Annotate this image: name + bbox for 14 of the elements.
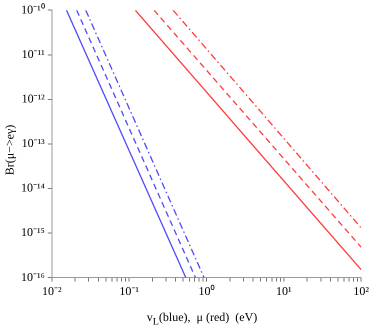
x-tick-label: 10⁻¹ xyxy=(119,284,140,298)
y-tick-label: 10⁻¹⁰ xyxy=(21,2,45,16)
x-tick-label: 10⁻² xyxy=(42,284,62,298)
y-tick-label: 10⁻¹³ xyxy=(22,136,46,150)
y-tick-label: 10⁻¹⁶ xyxy=(21,270,45,284)
x-tick-label: 10¹ xyxy=(276,284,292,298)
x-axis-title: v$_{L}$(blue), μ (red) (eV) xyxy=(146,310,258,327)
y-tick-label: 10⁻¹² xyxy=(22,91,46,106)
y-tick-label: 10⁻¹¹ xyxy=(22,46,46,61)
y-axis-title: Br(μ−>eγ) xyxy=(2,124,18,176)
y-tick-label: 10⁻¹⁴ xyxy=(21,180,45,195)
y-tick-label: 10⁻¹⁵ xyxy=(21,225,45,240)
x-tick-label: 10² xyxy=(353,284,370,298)
x-tick-label: 10⁰ xyxy=(198,284,214,298)
